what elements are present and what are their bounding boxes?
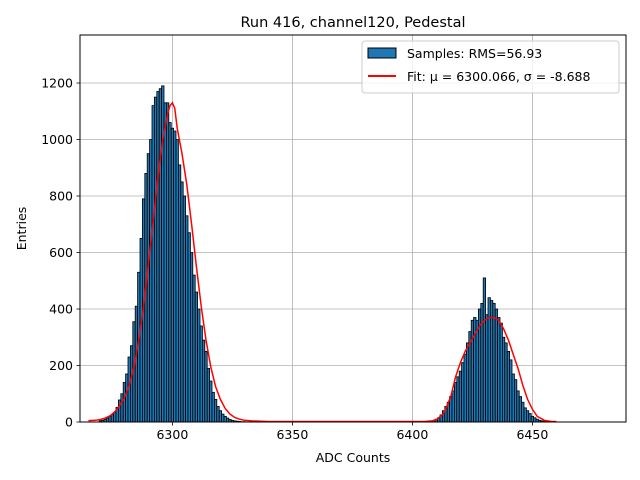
y-tick-label: 1200 xyxy=(41,76,73,91)
legend-swatch-samples xyxy=(367,47,397,59)
legend-label-fit: Fit: μ = 6300.066, σ = -8.688 xyxy=(407,69,590,84)
x-tick-label: 6400 xyxy=(396,427,428,442)
y-axis-ticks: 0 200 400 600 800 1000 1200 xyxy=(41,76,80,430)
y-tick-label: 1000 xyxy=(41,132,73,147)
chart-title: Run 416, channel120, Pedestal xyxy=(240,15,465,31)
y-axis-label: Entries xyxy=(14,207,29,251)
x-tick-label: 6350 xyxy=(276,427,308,442)
fit-curve xyxy=(88,101,557,423)
plot-frame xyxy=(79,34,627,423)
x-axis-ticks: 6300 6350 6400 6450 xyxy=(156,422,548,442)
legend: Samples: RMS=56.93 Fit: μ = 6300.066, σ … xyxy=(361,40,620,94)
x-tick-label: 6300 xyxy=(156,427,188,442)
histogram-bars xyxy=(98,85,554,423)
legend-label-samples: Samples: RMS=56.93 xyxy=(407,46,542,61)
legend-box xyxy=(361,40,620,94)
y-tick-label: 0 xyxy=(65,415,73,430)
y-tick-label: 400 xyxy=(49,302,73,317)
x-axis-label: ADC Counts xyxy=(316,450,391,465)
x-tick-label: 6450 xyxy=(516,427,548,442)
y-tick-label: 600 xyxy=(49,245,73,260)
y-tick-label: 800 xyxy=(49,189,73,204)
y-tick-label: 200 xyxy=(49,358,73,373)
